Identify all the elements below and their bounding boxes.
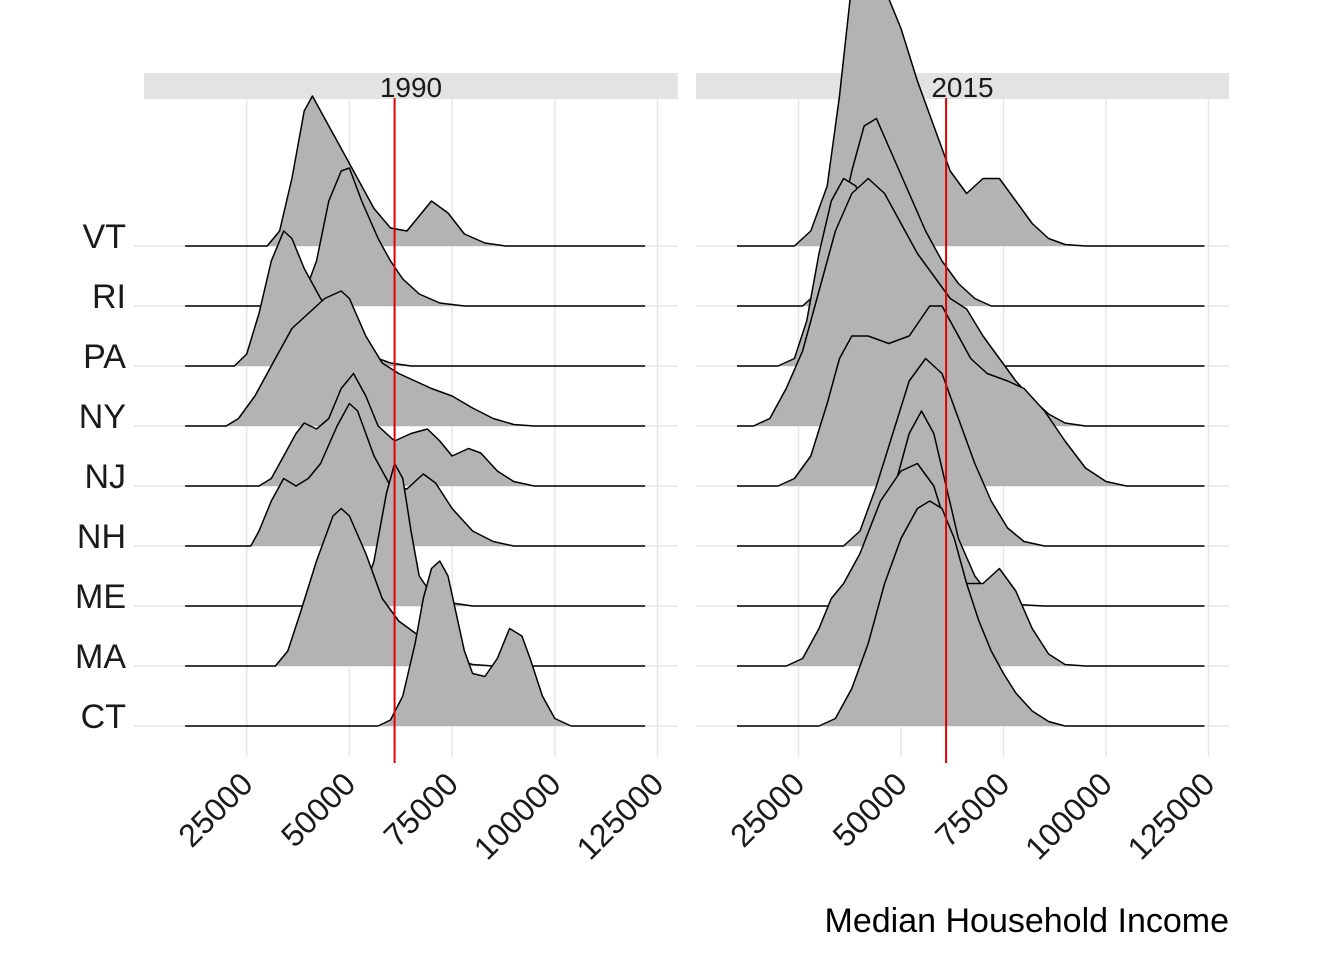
x-tick-label: 125000 [1120, 765, 1221, 866]
y-tick-label-CT: CT [81, 698, 126, 736]
y-tick-label-NJ: NJ [84, 458, 126, 496]
density-line-MA [737, 462, 1205, 667]
x-axis-label: Median Household Income [825, 902, 1229, 940]
density-fill-VT [737, 0, 1205, 246]
density-fill-VT [185, 96, 646, 246]
density-line-NH [737, 357, 1205, 547]
facet-strip-label: 2015 [931, 72, 993, 103]
x-tick-label: 50000 [274, 765, 362, 853]
x-tick-label: 100000 [1018, 765, 1119, 866]
panel-2015: 2015 25000 50000 75000 100000 125000 [696, 0, 1229, 866]
y-axis: CT MA ME NH NJ NY PA RI VT [75, 218, 126, 736]
facet-strip [144, 73, 678, 99]
y-tick-label-NY: NY [79, 398, 126, 436]
y-tick-label-VT: VT [83, 218, 126, 256]
x-tick-label: 25000 [171, 765, 259, 853]
density-fill-NH [737, 358, 1205, 546]
density-line-VT [737, 0, 1205, 247]
density-line-NH [185, 402, 646, 547]
density-fill-NJ [737, 306, 1205, 486]
y-tick-label-MA: MA [75, 638, 126, 676]
density-fill-NH [185, 403, 646, 546]
y-tick-label-ME: ME [75, 578, 126, 616]
x-tick-label: 125000 [569, 765, 670, 866]
density-line-NJ [185, 372, 646, 487]
density-line-VT [185, 95, 646, 247]
y-tick-label-RI: RI [92, 278, 126, 316]
density-line-CT [737, 500, 1205, 727]
x-tick-label: 100000 [467, 765, 568, 866]
density-fill-NY [185, 291, 646, 426]
density-fill-CT [737, 501, 1205, 726]
density-fill-MA [737, 463, 1205, 666]
x-tick-label: 75000 [928, 765, 1016, 853]
x-tick-label: 75000 [377, 765, 465, 853]
x-tick-label: 50000 [826, 765, 914, 853]
y-tick-label-PA: PA [83, 338, 126, 376]
density-line-NY [185, 290, 646, 427]
density-line-NJ [737, 305, 1205, 487]
panel-1990: 1990 25000 50000 75000 100000 125000 [134, 72, 678, 866]
density-line-PA [185, 230, 646, 367]
y-tick-label-NH: NH [77, 518, 126, 556]
density-fill-CT [185, 561, 646, 726]
density-fill-MA [185, 508, 646, 666]
density-line-CT [185, 560, 646, 727]
density-fill-NJ [185, 373, 646, 486]
density-fill-ME [185, 463, 646, 606]
facet-strip-label: 1990 [380, 72, 442, 103]
facet-strip [696, 73, 1229, 99]
x-tick-label: 25000 [723, 765, 811, 853]
